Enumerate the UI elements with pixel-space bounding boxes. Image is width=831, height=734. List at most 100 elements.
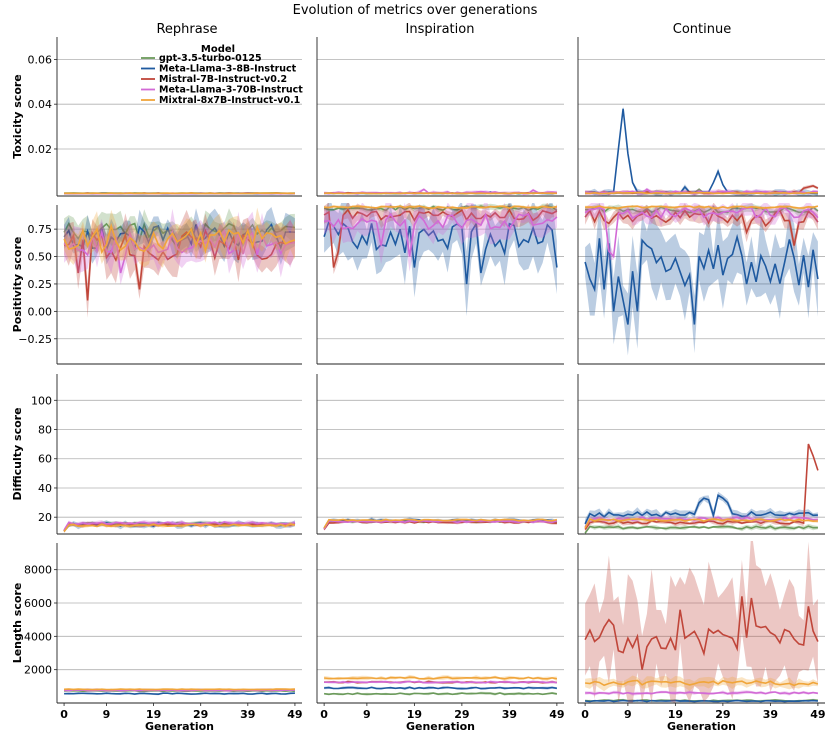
series-line-mixtral-8x7b-instruct-v0-1 [324, 205, 558, 210]
panel-continue-2 [577, 374, 825, 535]
series-line-meta-llama-3-70b-instruct [63, 228, 296, 274]
series-line-meta-llama-3-8b-instruct [585, 108, 818, 195]
plot-area [64, 192, 295, 195]
plot-area [324, 188, 557, 196]
x-axis-label: Generation [406, 720, 475, 733]
y-tick-label: 2000 [24, 664, 52, 677]
y-tick-label: 0.02 [28, 143, 53, 156]
panel-rephrase-0: 0.02 0.04 0.06 Toxicity score [11, 37, 302, 197]
plot-area [63, 520, 296, 533]
series-line-meta-llama-3-8b-instruct [323, 220, 558, 285]
legend-entry: Meta-Llama-3-8B-Instruct [159, 64, 297, 75]
series-band-meta-llama-3-70b-instruct [585, 203, 818, 260]
series-line-meta-llama-3-70b-instruct [584, 206, 819, 259]
y-axis-label: Length score [11, 583, 24, 664]
series-line-meta-llama-3-70b-instruct [585, 691, 819, 695]
legend-entry: Mixtral-8x7B-Instruct-v0.1 [159, 95, 300, 106]
y-tick-label: 20 [38, 511, 52, 524]
series-band-mistral-7b-instruct-v0-2 [585, 541, 818, 703]
panel-inspiration-0 [316, 37, 564, 197]
x-tick-label: 0 [60, 708, 68, 721]
panel-inspiration-2 [316, 374, 564, 535]
series-line-meta-llama-3-70b-instruct [63, 521, 296, 531]
panel-continue-3: 0 9 19 29 39 49 Generation [577, 541, 826, 733]
x-axis-label: Generation [667, 720, 736, 733]
y-tick-label: 80 [38, 424, 52, 437]
x-tick-label: 9 [103, 708, 111, 721]
panels: 0.02 0.04 0.06 Toxicity score −0.25 0.00 0.25 0… [11, 37, 826, 733]
x-tick-label: 29 [715, 708, 730, 721]
series-line-mixtral-8x7b-instruct-v0-1 [63, 222, 296, 255]
series-line-meta-llama-3-70b-instruct [324, 680, 558, 684]
x-tick-label: 49 [549, 708, 564, 721]
column-title-inspiration: Inspiration [406, 22, 475, 37]
series-line-mixtral-8x7b-instruct-v0-1 [63, 523, 296, 533]
y-axis-label: Toxicity score [11, 74, 24, 159]
legend-entry: gpt-3.5-turbo-0125 [159, 53, 262, 64]
plot-area [584, 203, 819, 356]
x-tick-label: 19 [407, 708, 422, 721]
x-axis-label: Generation [145, 720, 214, 733]
x-tick-label: 19 [146, 708, 161, 721]
panel-rephrase-2: 20 40 60 80 100 Difficulty score [11, 374, 302, 535]
y-tick-label: −0.25 [18, 333, 52, 346]
series-line-meta-llama-3-8b-instruct [584, 494, 818, 525]
series-line-mistral-7b-instruct-v0-2 [584, 596, 819, 670]
y-tick-label: 0.50 [28, 251, 53, 264]
x-tick-label: 39 [763, 708, 778, 721]
panel-continue-1 [577, 203, 825, 365]
x-tick-label: 49 [810, 708, 825, 721]
series-band-mistral-7b-instruct-v0-2 [324, 203, 557, 275]
y-tick-label: 0.00 [28, 305, 53, 318]
plot-area [324, 674, 558, 696]
y-tick-label: 60 [38, 453, 52, 466]
y-tick-label: 6000 [24, 597, 52, 610]
series-line-mixtral-8x7b-instruct-v0-1 [585, 679, 819, 687]
y-tick-label: 40 [38, 482, 52, 495]
panel-rephrase-1: −0.25 0.00 0.25 0.50 0.75 Positivity score [11, 205, 302, 365]
series-band-meta-llama-3-70b-instruct [324, 203, 557, 272]
legend: Modelgpt-3.5-turbo-0125Meta-Llama-3-8B-I… [141, 44, 303, 106]
plot-area [64, 688, 296, 696]
column-title-rephrase: Rephrase [156, 22, 217, 37]
series-band-mixtral-8x7b-instruct-v0-1 [64, 207, 295, 268]
plot-area [63, 207, 296, 318]
series-band-meta-llama-3-8b-instruct [324, 203, 557, 317]
x-tick-label: 39 [502, 708, 517, 721]
series-line-mixtral-8x7b-instruct-v0-1 [584, 517, 818, 529]
legend-title: Model [201, 44, 235, 55]
y-tick-label: 8000 [24, 564, 52, 577]
y-tick-label: 0.25 [28, 278, 53, 291]
y-axis-label: Positivity score [11, 237, 24, 333]
y-tick-label: 0.06 [28, 53, 53, 66]
legend-entry: Meta-Llama-3-70B-Instruct [159, 85, 303, 96]
plot-area [323, 517, 558, 531]
x-tick-label: 49 [287, 708, 302, 721]
series-line-meta-llama-3-70b-instruct [64, 689, 295, 692]
y-tick-label: 100 [31, 394, 52, 407]
series-band-mixtral-8x7b-instruct-v0-1 [585, 675, 818, 692]
y-tick-label: 4000 [24, 630, 52, 643]
plot-area [584, 442, 819, 534]
series-line-meta-llama-3-70b-instruct [323, 519, 558, 530]
figure-title: Evolution of metrics over generations [293, 3, 538, 18]
series-line-meta-llama-3-8b-instruct [585, 699, 818, 703]
series-band-meta-llama-3-70b-instruct [324, 188, 557, 196]
x-tick-label: 0 [581, 708, 589, 721]
x-tick-label: 39 [240, 708, 255, 721]
x-tick-label: 29 [193, 708, 208, 721]
plot-area [584, 541, 819, 703]
series-line-meta-llama-3-70b-instruct [323, 212, 558, 257]
panel-continue-0 [577, 37, 825, 197]
series-line-mixtral-8x7b-instruct-v0-1 [585, 191, 818, 195]
plot-area [323, 203, 558, 317]
panel-inspiration-1 [316, 203, 564, 365]
x-tick-label: 9 [363, 708, 371, 721]
x-tick-label: 0 [320, 708, 328, 721]
y-tick-label: 0.04 [28, 98, 53, 111]
y-axis-label: Difficulty score [11, 407, 24, 500]
series-line-mixtral-8x7b-instruct-v0-1 [585, 205, 819, 210]
column-title-continue: Continue [673, 22, 731, 37]
